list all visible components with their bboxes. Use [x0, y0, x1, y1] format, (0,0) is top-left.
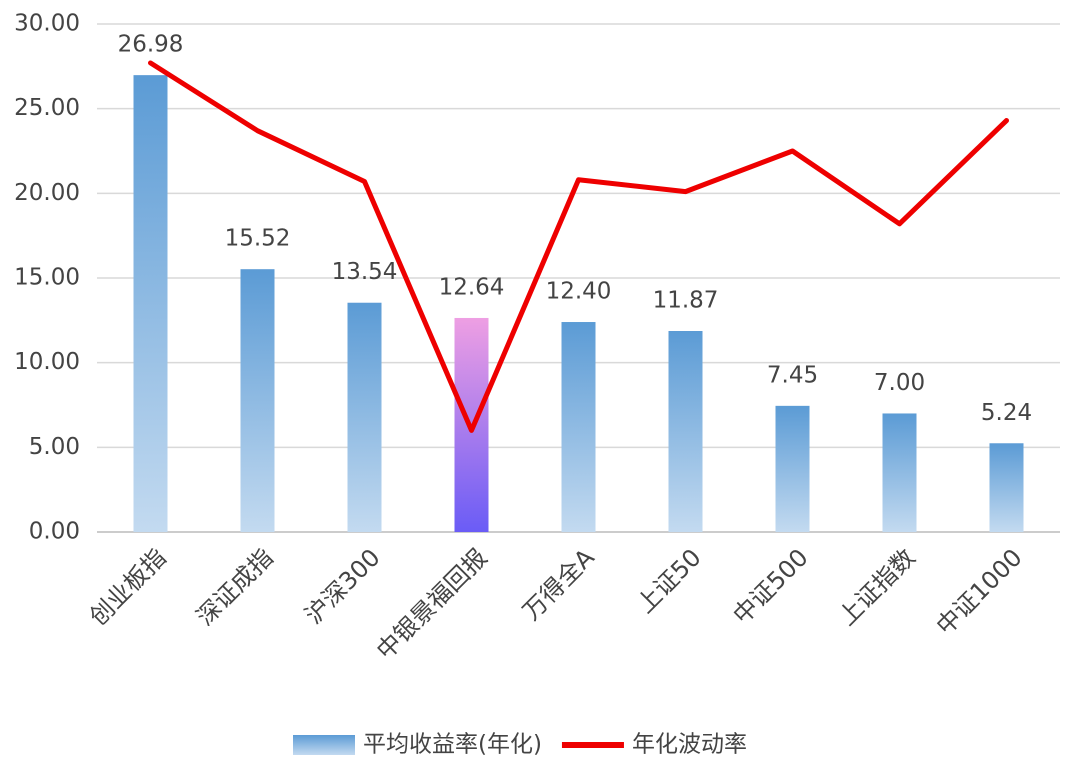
y-tick-label: 0.00 — [29, 519, 80, 545]
bar — [347, 302, 382, 532]
x-tick-label: 上证50 — [631, 543, 706, 618]
bar — [882, 413, 917, 532]
x-tick-label: 中证500 — [728, 543, 814, 629]
x-tick-label: 上证指数 — [833, 543, 921, 631]
data-label: 11.87 — [653, 288, 719, 314]
data-label: 7.00 — [874, 370, 925, 396]
y-tick-label: 10.00 — [14, 349, 80, 375]
y-tick-label: 5.00 — [29, 434, 80, 460]
bar — [133, 75, 168, 532]
legend-swatch — [293, 735, 355, 755]
y-tick-label: 30.00 — [14, 11, 80, 37]
y-tick-label: 20.00 — [14, 180, 80, 206]
data-label: 12.64 — [439, 274, 505, 300]
data-label: 26.98 — [118, 32, 184, 58]
data-label: 7.45 — [767, 362, 818, 388]
line — [148, 60, 1009, 433]
data-label: 12.40 — [546, 279, 612, 305]
x-tick-label: 万得全A — [517, 543, 600, 626]
bar — [775, 405, 810, 532]
legend-label: 平均收益率(年化) — [363, 732, 542, 758]
data-label: 5.24 — [981, 400, 1032, 426]
x-tick-label: 深证成指 — [191, 543, 279, 631]
x-tick-label: 沪深300 — [300, 543, 386, 629]
x-tick-label: 中证1000 — [931, 543, 1028, 640]
bar — [668, 331, 703, 532]
legend-label: 年化波动率 — [632, 732, 747, 758]
y-tick-label: 15.00 — [14, 265, 80, 291]
bar — [561, 322, 596, 532]
y-tick-label: 25.00 — [14, 95, 80, 121]
x-tick-label: 中银景福回报 — [371, 543, 493, 665]
data-label: 13.54 — [332, 259, 398, 285]
x-tick-label: 创业板指 — [84, 543, 172, 631]
data-label: 15.52 — [225, 226, 291, 252]
bar — [240, 269, 275, 532]
bar — [989, 443, 1024, 532]
